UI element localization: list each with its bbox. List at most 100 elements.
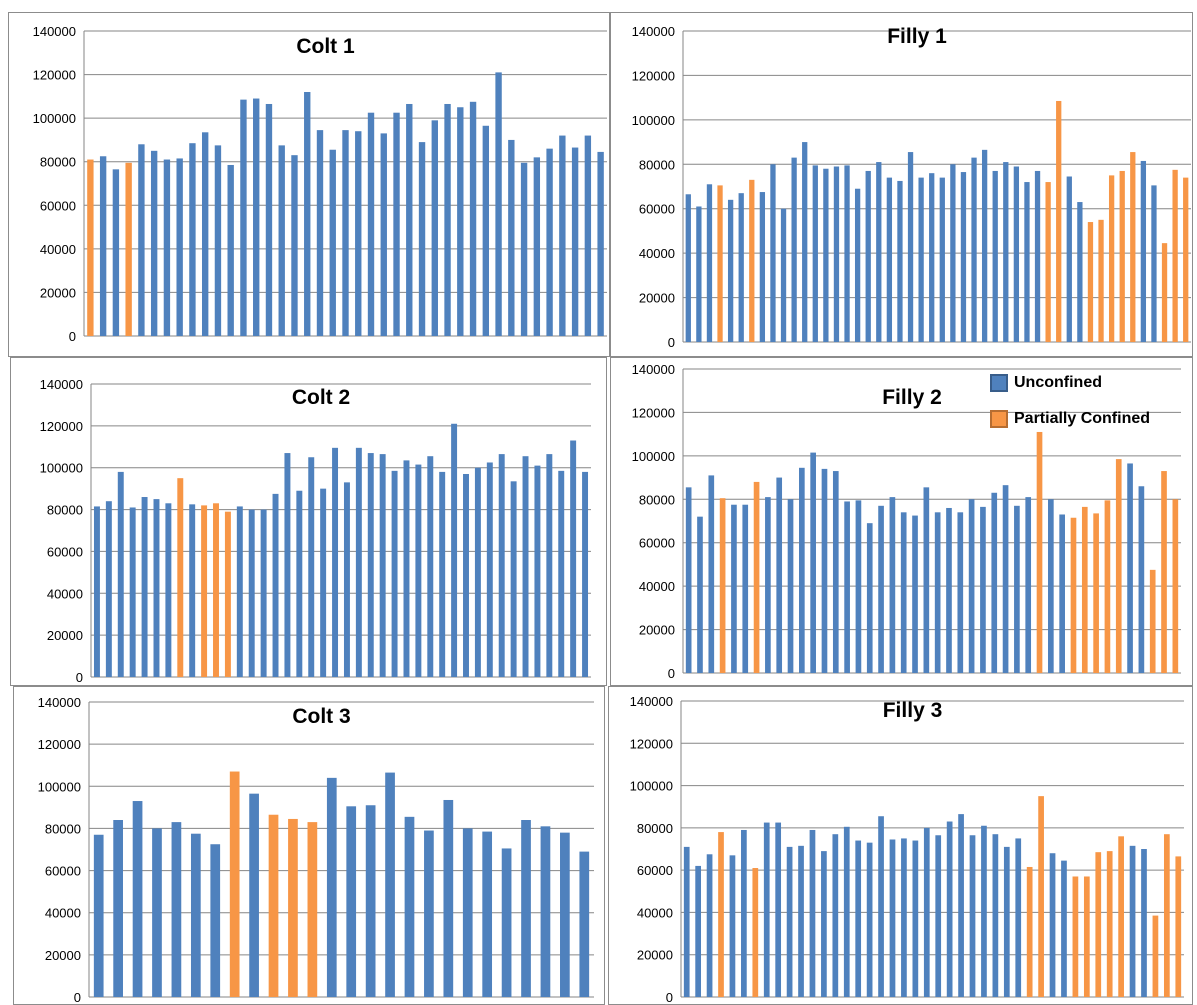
bar-unconfined [582,471,589,677]
bar-unconfined [129,507,136,677]
bar-partially-confined [201,505,208,677]
y-tick-label: 40000 [47,586,83,601]
bar-unconfined [385,772,395,997]
bar-partially-confined [229,771,240,997]
bar-unconfined [444,103,451,336]
bar-unconfined [457,107,464,336]
bar-partially-confined [1152,915,1159,997]
bar-unconfined [992,834,999,997]
bar-unconfined [393,112,400,336]
bar-unconfined [93,834,104,997]
bar-unconfined [968,499,975,673]
bar-unconfined [1127,463,1133,673]
bar-partially-confined [268,814,279,997]
bar-unconfined [706,184,713,342]
y-tick-label: 120000 [632,405,675,420]
y-tick-label: 120000 [40,419,83,434]
bar-unconfined [105,501,112,677]
bar-unconfined [236,506,243,677]
bar-partially-confined [307,822,318,997]
bar-unconfined [791,157,797,342]
y-tick-label: 0 [668,335,675,350]
bar-unconfined [521,820,531,997]
bar-partially-confined [1070,517,1077,673]
bar-unconfined [451,423,458,677]
bar-unconfined [706,854,713,997]
chart-filly-1: 0 20000 40000 60000 80000 100000 120000 140000 F… [610,12,1193,357]
bar-unconfined [443,799,454,997]
bar-partially-confined [1098,219,1104,342]
bar-unconfined [802,142,808,342]
bar-unconfined [787,499,794,673]
y-tick-label: 0 [666,990,673,1004]
bar-unconfined [508,139,515,336]
bar-unconfined [579,851,590,997]
bar-unconfined [112,169,120,336]
y-tick-label: 40000 [637,905,673,920]
bar-unconfined [304,92,311,336]
y-tick-label: 0 [76,670,83,685]
bar-unconfined [113,820,123,997]
bar-partially-confined [288,818,298,997]
y-tick-label: 20000 [47,628,83,643]
bar-unconfined [1014,505,1020,673]
bar-partially-confined [1183,177,1189,342]
bar-unconfined [439,471,446,677]
bar-partially-confined [177,478,184,677]
bar-unconfined [141,497,148,677]
bar-unconfined [821,468,828,673]
bar-partially-confined [1108,175,1115,342]
y-tick-label: 100000 [40,461,83,476]
y-tick-label: 120000 [630,736,673,751]
bar-unconfined [897,180,903,342]
bar-unconfined [738,193,744,342]
bar-unconfined [482,831,493,997]
bar-unconfined [379,454,386,677]
y-tick-label: 120000 [33,68,76,83]
y-tick-label: 0 [74,990,81,1004]
bar-unconfined [495,72,502,336]
bar-unconfined [810,452,816,673]
bar-unconfined [355,447,362,677]
bar-partially-confined [1026,866,1033,997]
bar-unconfined [798,845,804,997]
bar-unconfined [284,453,291,677]
bar-unconfined [876,162,882,342]
bar-unconfined [1141,849,1147,997]
bar-unconfined [865,170,871,342]
bar-unconfined [812,165,818,342]
bar-unconfined [214,145,222,336]
y-tick-label: 80000 [45,821,81,836]
y-tick-label: 100000 [632,449,675,464]
chart-colt-2: 0 20000 40000 60000 80000 100000 120000 140000 C… [10,357,607,686]
bar-unconfined [823,168,829,342]
bar-partially-confined [1130,152,1136,342]
bar-unconfined [696,206,702,342]
bar-partially-confined [1172,499,1179,673]
bar-unconfined [272,493,279,677]
bar-unconfined [832,834,839,997]
bar-unconfined [427,456,434,677]
bar-unconfined [210,844,221,997]
bar-unconfined [291,155,298,336]
bar-unconfined [482,125,490,337]
chart-svg: 0 20000 40000 60000 80000 100000 120000 140000 C… [33,24,607,344]
bar-unconfined [560,832,570,997]
bar-unconfined [946,507,952,673]
bar-unconfined [534,465,541,677]
bar-unconfined [510,481,517,677]
bar-unconfined [866,523,873,673]
bar-unconfined [463,473,469,677]
y-tick-label: 60000 [45,864,81,879]
bar-unconfined [939,177,945,342]
legend-item-partially-confined: Partially Confined [990,406,1150,432]
y-tick-label: 40000 [639,579,675,594]
bar-unconfined [923,487,930,673]
bar-unconfined [1151,185,1157,342]
chart-svg: 0 20000 40000 60000 80000 100000 120000 140000 F… [630,694,1184,1004]
chart-filly-2: 0 20000 40000 60000 80000 100000 120000 140000 F… [610,357,1193,686]
bar-unconfined [570,440,577,677]
bar-unconfined [316,130,324,336]
bar-unconfined [278,145,285,336]
chart-title: Colt 2 [292,386,350,409]
